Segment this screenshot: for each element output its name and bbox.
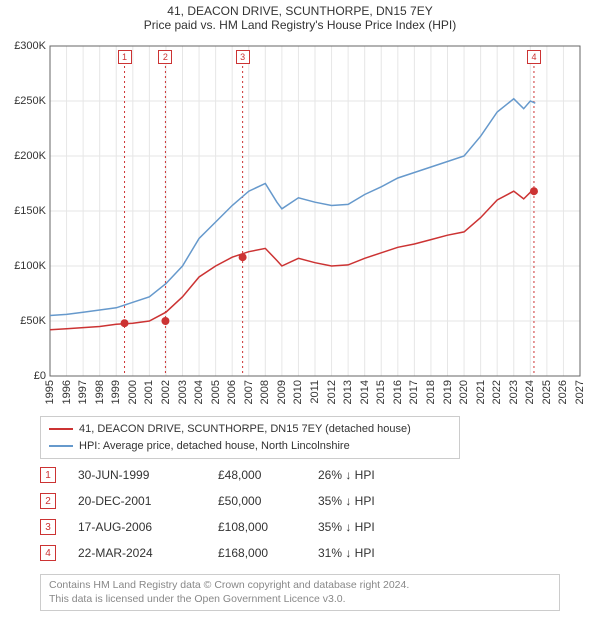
marker-table-row: 4 22-MAR-2024£168,00031% ↓ HPI bbox=[40, 540, 438, 566]
xtick-label: 2014 bbox=[359, 380, 371, 404]
xtick-label: 2001 bbox=[143, 380, 155, 404]
xtick-label: 2024 bbox=[524, 380, 536, 404]
marker-date: 20-DEC-2001 bbox=[78, 494, 218, 508]
xtick-label: 2008 bbox=[259, 380, 271, 404]
marker-delta: 35% ↓ HPI bbox=[318, 520, 438, 534]
xtick-label: 2003 bbox=[177, 380, 189, 404]
chart-title-line1: 41, DEACON DRIVE, SCUNTHORPE, DN15 7EY bbox=[0, 4, 600, 18]
xtick-label: 1997 bbox=[77, 380, 89, 404]
legend-row-property: 41, DEACON DRIVE, SCUNTHORPE, DN15 7EY (… bbox=[49, 421, 451, 438]
chart-title-block: 41, DEACON DRIVE, SCUNTHORPE, DN15 7EY P… bbox=[0, 0, 600, 32]
xtick-label: 2022 bbox=[491, 380, 503, 404]
chart-area: £0£50K£100K£150K£200K£250K£300K199519961… bbox=[50, 46, 580, 376]
xtick-label: 2012 bbox=[326, 380, 338, 404]
legend-label-property: 41, DEACON DRIVE, SCUNTHORPE, DN15 7EY (… bbox=[79, 421, 411, 438]
marker-delta: 35% ↓ HPI bbox=[318, 494, 438, 508]
marker-date: 17-AUG-2006 bbox=[78, 520, 218, 534]
chart-title-line2: Price paid vs. HM Land Registry's House … bbox=[0, 18, 600, 32]
xtick-label: 2019 bbox=[442, 380, 454, 404]
ytick-label: £150K bbox=[14, 205, 46, 217]
marker-table-row: 3 17-AUG-2006£108,00035% ↓ HPI bbox=[40, 514, 438, 540]
marker-price: £48,000 bbox=[218, 468, 318, 482]
chart-marker-4: 4 bbox=[527, 50, 541, 64]
xtick-label: 2017 bbox=[408, 380, 420, 404]
marker-date: 30-JUN-1999 bbox=[78, 468, 218, 482]
xtick-label: 2016 bbox=[392, 380, 404, 404]
legend-box: 41, DEACON DRIVE, SCUNTHORPE, DN15 7EY (… bbox=[40, 416, 460, 459]
xtick-label: 2015 bbox=[375, 380, 387, 404]
ytick-label: £200K bbox=[14, 150, 46, 162]
xtick-label: 2026 bbox=[557, 380, 569, 404]
xtick-label: 1998 bbox=[94, 380, 106, 404]
marker-date: 22-MAR-2024 bbox=[78, 546, 218, 560]
legend-row-hpi: HPI: Average price, detached house, Nort… bbox=[49, 438, 451, 455]
xtick-label: 2009 bbox=[276, 380, 288, 404]
marker-price: £168,000 bbox=[218, 546, 318, 560]
legend-swatch-hpi bbox=[49, 445, 73, 447]
xtick-label: 2025 bbox=[541, 380, 553, 404]
xtick-label: 2021 bbox=[475, 380, 487, 404]
marker-delta: 26% ↓ HPI bbox=[318, 468, 438, 482]
xtick-label: 2011 bbox=[309, 380, 321, 404]
ytick-label: £250K bbox=[14, 95, 46, 107]
xtick-label: 2005 bbox=[210, 380, 222, 404]
xtick-label: 2027 bbox=[574, 380, 586, 404]
legend-label-hpi: HPI: Average price, detached house, Nort… bbox=[79, 438, 350, 455]
chart-marker-2: 2 bbox=[158, 50, 172, 64]
xtick-label: 2006 bbox=[226, 380, 238, 404]
marker-table-box: 2 bbox=[40, 493, 56, 509]
sale-marker-table: 1 30-JUN-1999£48,00026% ↓ HPI 2 20-DEC-2001… bbox=[40, 462, 438, 566]
chart-svg bbox=[50, 46, 580, 376]
xtick-label: 2023 bbox=[508, 380, 520, 404]
xtick-label: 2020 bbox=[458, 380, 470, 404]
legend-swatch-property bbox=[49, 428, 73, 430]
marker-table-box: 3 bbox=[40, 519, 56, 535]
xtick-label: 2004 bbox=[193, 380, 205, 404]
xtick-label: 2010 bbox=[292, 380, 304, 404]
ytick-label: £50K bbox=[20, 315, 46, 327]
marker-price: £108,000 bbox=[218, 520, 318, 534]
chart-marker-3: 3 bbox=[236, 50, 250, 64]
xtick-label: 2002 bbox=[160, 380, 172, 404]
xtick-label: 1999 bbox=[110, 380, 122, 404]
xtick-label: 1995 bbox=[44, 380, 56, 404]
marker-price: £50,000 bbox=[218, 494, 318, 508]
marker-table-row: 2 20-DEC-2001£50,00035% ↓ HPI bbox=[40, 488, 438, 514]
marker-table-row: 1 30-JUN-1999£48,00026% ↓ HPI bbox=[40, 462, 438, 488]
xtick-label: 2000 bbox=[127, 380, 139, 404]
xtick-label: 1996 bbox=[61, 380, 73, 404]
marker-table-box: 4 bbox=[40, 545, 56, 561]
marker-table-box: 1 bbox=[40, 467, 56, 483]
chart-marker-1: 1 bbox=[118, 50, 132, 64]
marker-delta: 31% ↓ HPI bbox=[318, 546, 438, 560]
footer-line1: Contains HM Land Registry data © Crown c… bbox=[49, 579, 551, 593]
ytick-label: £100K bbox=[14, 260, 46, 272]
ytick-label: £300K bbox=[14, 40, 46, 52]
xtick-label: 2013 bbox=[342, 380, 354, 404]
footer-line2: This data is licensed under the Open Gov… bbox=[49, 593, 551, 607]
footer-attribution: Contains HM Land Registry data © Crown c… bbox=[40, 574, 560, 611]
xtick-label: 2018 bbox=[425, 380, 437, 404]
xtick-label: 2007 bbox=[243, 380, 255, 404]
